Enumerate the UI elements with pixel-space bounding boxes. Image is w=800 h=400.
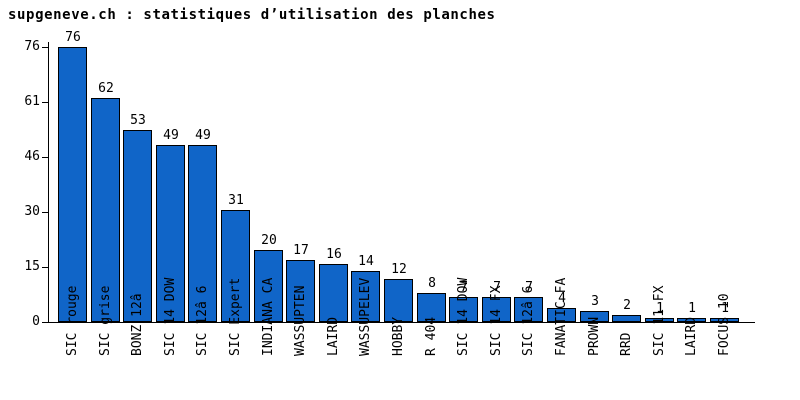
bar-value-label: 14 xyxy=(358,254,374,269)
y-tick-mark xyxy=(42,47,48,48)
bar xyxy=(417,293,446,322)
bar-category-label: SIC rouge xyxy=(65,285,80,356)
bar-value-label: 16 xyxy=(326,247,342,262)
bar-category-label: SIC 11 FX xyxy=(652,285,667,356)
bar-category-label: HOBBY xyxy=(391,316,406,356)
bar-category-label: SIC 14 DOW xyxy=(456,277,471,356)
bar-value-label: 49 xyxy=(163,128,179,143)
y-tick-label: 15 xyxy=(24,259,40,274)
bar xyxy=(514,297,543,322)
bar xyxy=(351,271,380,322)
bar-value-label: 20 xyxy=(261,233,277,248)
bar-category-label: LAIRD xyxy=(326,316,341,356)
bar-value-label: 17 xyxy=(293,243,309,258)
chart-title: supgeneve.ch : statistiques d’utilisatio… xyxy=(8,7,496,23)
bar-value-label: 31 xyxy=(228,193,244,208)
bar xyxy=(612,315,641,322)
bar-category-label: SIC 12â 6 xyxy=(195,285,210,356)
bar-value-label: 76 xyxy=(65,30,81,45)
bar-category-label: SIC grise xyxy=(98,285,113,356)
bar xyxy=(710,318,739,322)
bar xyxy=(123,130,152,322)
y-tick-label: 61 xyxy=(24,94,40,109)
bar-category-label: LAIRD xyxy=(684,316,699,356)
y-tick-label: 30 xyxy=(24,204,40,219)
bar-value-label: 7 xyxy=(460,280,468,295)
y-tick-label: 46 xyxy=(24,149,40,164)
bar xyxy=(677,318,706,322)
bar xyxy=(580,311,609,322)
bar-value-label: 12 xyxy=(391,262,407,277)
bar xyxy=(319,264,348,322)
bar-category-label: BONZ 12â xyxy=(130,293,145,356)
bar-value-label: 53 xyxy=(130,113,146,128)
bar-category-label: R 404 xyxy=(424,316,439,356)
y-tick-mark xyxy=(42,102,48,103)
bar xyxy=(221,210,250,322)
bar-category-label: RRD xyxy=(619,332,634,356)
bar-value-label: 1 xyxy=(721,301,729,316)
y-tick-mark xyxy=(42,212,48,213)
y-axis-line xyxy=(48,42,49,323)
bar-category-label: SIC 14 DOW xyxy=(163,277,178,356)
bar-category-label: FANATIC FA xyxy=(554,277,569,356)
bar-category-label: SIC Expert xyxy=(228,277,243,356)
bar-value-label: 7 xyxy=(493,280,501,295)
y-tick-mark xyxy=(42,157,48,158)
bar-value-label: 8 xyxy=(428,276,436,291)
bar-value-label: 3 xyxy=(591,294,599,309)
bar-category-label: PROWN xyxy=(587,316,602,356)
x-axis-line xyxy=(48,322,755,323)
y-tick-label: 0 xyxy=(32,314,40,329)
bar xyxy=(188,145,217,322)
bar-category-label: INDIANA CA xyxy=(261,277,276,356)
bar-value-label: 62 xyxy=(98,81,114,96)
bar-category-label: SIC 12â 6 xyxy=(521,285,536,356)
bar xyxy=(645,318,674,322)
bar-value-label: 2 xyxy=(623,298,631,313)
bar-value-label: 7 xyxy=(525,280,533,295)
bar xyxy=(449,297,478,322)
bar xyxy=(91,98,120,322)
bar xyxy=(156,145,185,322)
y-tick-label: 76 xyxy=(24,39,40,54)
bar-category-label: SIC 14 FX xyxy=(489,285,504,356)
bar-value-label: 1 xyxy=(688,301,696,316)
bar-category-label: WASSUPTEN xyxy=(293,285,308,356)
bar-category-label: WASSUPELEV xyxy=(358,277,373,356)
y-tick-mark xyxy=(42,267,48,268)
bar-value-label: 1 xyxy=(656,301,664,316)
y-tick-mark xyxy=(42,322,48,323)
bar xyxy=(254,250,283,322)
bar-value-label: 4 xyxy=(558,291,566,306)
bar xyxy=(286,260,315,322)
bar xyxy=(58,47,87,322)
bar xyxy=(384,279,413,322)
bar-value-label: 49 xyxy=(195,128,211,143)
bar-category-label: FOCUS 10 xyxy=(717,293,732,356)
bar xyxy=(547,308,576,322)
bar xyxy=(482,297,511,322)
